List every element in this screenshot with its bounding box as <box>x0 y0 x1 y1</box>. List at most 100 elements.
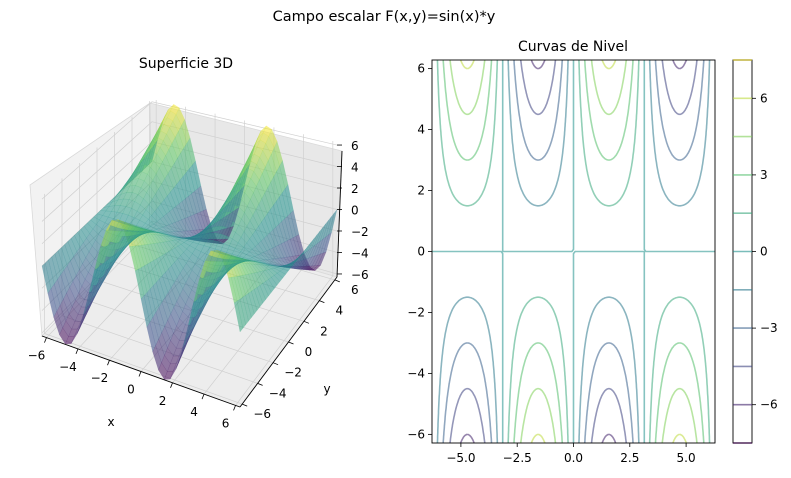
surface-patch <box>163 371 174 380</box>
y-tick-label: −2 <box>407 305 425 319</box>
y-tick-label: −4 <box>269 386 287 400</box>
y-tick <box>319 300 325 303</box>
surface-patch <box>253 287 264 308</box>
y-tick <box>257 383 263 386</box>
y-tick <box>242 403 248 407</box>
grid-line <box>44 193 243 405</box>
contour-level <box>442 60 705 443</box>
grid-line <box>235 141 334 406</box>
surface-patch <box>262 281 272 297</box>
x-tick <box>201 393 205 400</box>
contour-lines <box>432 60 715 443</box>
colorbar-tick-label: −3 <box>760 321 778 335</box>
y-tick-label: 4 <box>417 123 425 137</box>
surface-patch <box>233 300 244 333</box>
y-tick-label: −6 <box>407 427 425 441</box>
y-tick-label: −6 <box>253 407 271 421</box>
x-tick-label: −2.5 <box>503 451 532 465</box>
colorbar-tick-label: −6 <box>760 398 778 412</box>
contour-title: Curvas de Nivel <box>518 39 628 55</box>
z-tick-label: 6 <box>351 139 359 153</box>
z-tick-label: −6 <box>351 268 369 282</box>
z-tick-label: −4 <box>351 246 369 260</box>
contour-level <box>436 60 711 443</box>
surface-title: Superficie 3D <box>139 56 233 72</box>
surface-patch <box>268 277 278 290</box>
y-tick <box>334 279 340 283</box>
surface-mesh <box>41 104 338 380</box>
y-tick-label: 4 <box>336 304 344 318</box>
x-tick-label: 0 <box>127 383 135 397</box>
x-tick-label: 0.0 <box>564 451 583 465</box>
surface-patch <box>115 231 126 244</box>
surface-patch <box>169 362 180 380</box>
y-tick-label: −4 <box>407 366 425 380</box>
surface-patch <box>316 223 326 245</box>
z-tick-label: −2 <box>351 225 369 239</box>
z-axis-line <box>336 150 343 278</box>
surface-patch <box>311 265 322 271</box>
surface-patch <box>279 268 289 275</box>
surface-patch <box>114 198 124 206</box>
z-tick-label: 4 <box>351 161 359 175</box>
y-tick-label: 6 <box>351 283 359 297</box>
surface-grid <box>41 99 338 406</box>
y-tick-label: 0 <box>417 245 425 259</box>
surface-patch <box>106 197 116 205</box>
surface-panel: Superficie 3D −6−4−20246−6−4−202466420−2… <box>28 56 369 430</box>
contour-level <box>432 60 715 443</box>
contour-level <box>459 60 688 443</box>
surface-patch <box>109 192 119 202</box>
x-tick <box>107 360 110 366</box>
x-tick-label: 4 <box>190 405 198 419</box>
contour-panel: Curvas de Nivel −5.0 −2.5 0.0 2.5 5.0 −6 −4 −2 0… <box>407 39 777 465</box>
colorbar-tick-label: 6 <box>760 91 768 105</box>
surface-patch <box>64 336 75 345</box>
surface-patch <box>145 144 155 169</box>
surface-patch <box>229 192 239 215</box>
x-tick-label: 5.0 <box>677 451 696 465</box>
x-tick <box>138 371 142 377</box>
y-tick <box>288 341 294 345</box>
x-tick-label: 6 <box>222 416 230 430</box>
surface-patch <box>265 279 275 293</box>
colorbar-tick-label: 0 <box>760 245 768 259</box>
y-tick-label: −2 <box>284 366 302 380</box>
contour-ticks: −5.0 −2.5 0.0 2.5 5.0 −6 −4 −2 0 2 4 6 <box>407 62 695 465</box>
surface-patch <box>193 278 203 304</box>
x-tick-label: −4 <box>59 360 77 374</box>
y-tick <box>272 362 279 366</box>
surface-patch <box>299 245 309 257</box>
surface-patch <box>88 267 98 295</box>
figure-suptitle: Campo escalar F(x,y)=sin(x)*y <box>273 9 496 25</box>
x-tick <box>170 382 173 388</box>
x-tick-label: −6 <box>28 349 46 363</box>
colorbar: 6 3 0 −3 −6 <box>732 59 778 444</box>
x-axis-label: x <box>107 415 114 429</box>
contour-level <box>449 60 698 443</box>
z-tick-label: 0 <box>351 204 359 218</box>
x-tick-label: −5.0 <box>446 451 475 465</box>
contour-level <box>442 60 705 443</box>
y-tick <box>303 320 310 324</box>
y-tick-label: 2 <box>417 184 425 198</box>
x-tick <box>233 405 236 411</box>
surface-patch <box>71 321 81 330</box>
contour-level <box>459 60 688 443</box>
x-tick <box>44 337 47 343</box>
y-axis-label: y <box>323 382 330 396</box>
surface-patch <box>308 254 318 267</box>
x-tick-label: 2 <box>159 394 167 408</box>
x-tick-label: 2.5 <box>620 451 639 465</box>
y-tick-label: 6 <box>417 62 425 76</box>
x-tick-label: −2 <box>91 371 109 385</box>
colorbar-tick-label: 3 <box>760 168 768 182</box>
z-tick-label: 2 <box>351 182 359 196</box>
surface-patch <box>319 220 329 242</box>
contour-level <box>449 60 698 443</box>
surface-patch <box>102 201 113 208</box>
x-tick <box>75 348 79 355</box>
contour-level <box>436 60 711 443</box>
